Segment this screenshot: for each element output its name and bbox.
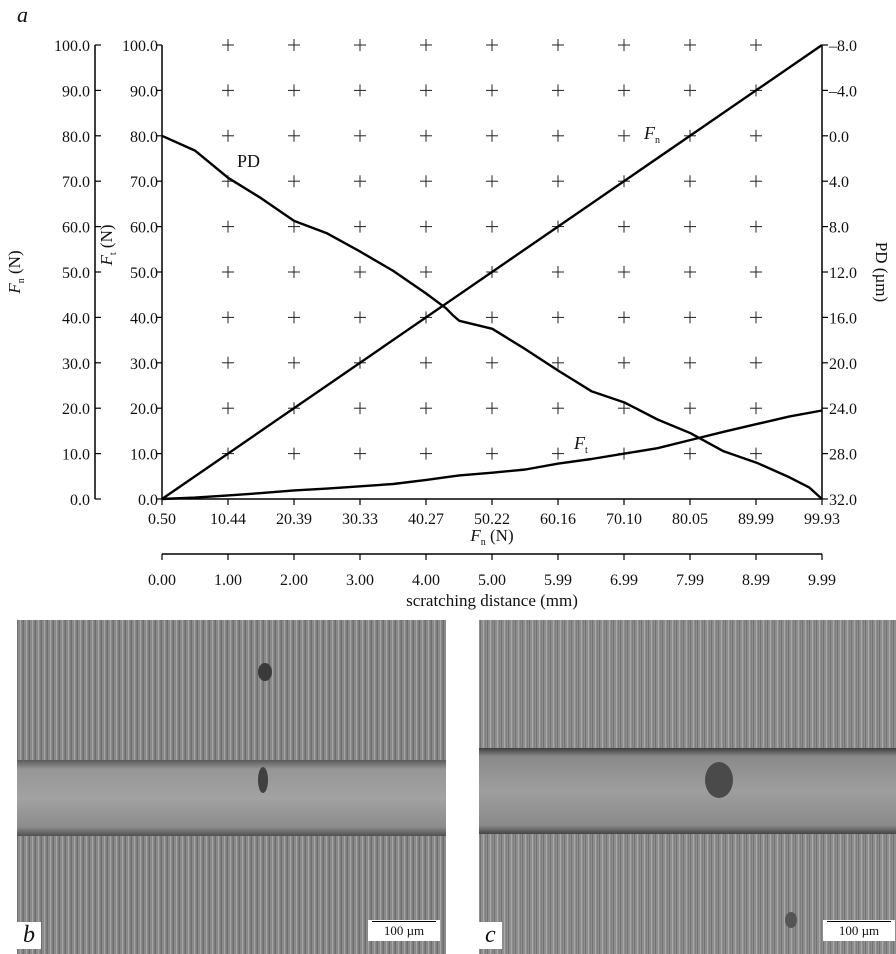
top-x-tick-label: 99.93 [804, 511, 840, 528]
right-axis-title: PD (µm) [872, 242, 891, 302]
scale-bar-line-c [827, 921, 891, 922]
inner-left-tick-label: 60.0 [130, 220, 158, 237]
outer-left-tick-label: 10.0 [62, 447, 90, 464]
top-x-tick-label: 50.22 [474, 511, 510, 528]
outer-left-tick-label: 50.0 [62, 265, 90, 282]
right-tick-label: 4.0 [829, 174, 849, 191]
right-tick-label: 12.0 [829, 265, 857, 282]
series-line-fn [161, 44, 823, 500]
bottom-x-tick-label: 2.00 [280, 572, 308, 589]
right-tick-label: 0.0 [829, 129, 849, 146]
right-tick-label: –4.0 [828, 83, 857, 100]
top-x-tick-label: 60.16 [540, 511, 576, 528]
outer-left-tick-label: 100.0 [54, 38, 90, 55]
right-tick-label: 16.0 [829, 310, 857, 327]
right-tick-label: –8.0 [828, 38, 857, 55]
top-x-tick-label: 0.50 [148, 511, 176, 528]
outer-left-tick-label: 40.0 [62, 310, 90, 327]
scratch-track-image-b [17, 620, 446, 954]
series-label-pd: PD [237, 151, 260, 171]
bottom-x-tick-label: 5.00 [478, 572, 506, 589]
micrograph-c [479, 620, 896, 954]
inner-left-tick-label: 30.0 [130, 356, 158, 373]
outer-left-tick-label: 0.0 [70, 492, 90, 509]
inner-left-tick-label: 40.0 [130, 310, 158, 327]
right-tick-label: 8.0 [829, 220, 849, 237]
top-x-tick-label: 10.44 [210, 511, 246, 528]
series-label-fn: Fn [643, 123, 660, 146]
series-line-pd [161, 134, 823, 500]
scale-bar-label-b: 100 µm [383, 923, 425, 938]
scale-bar-b: 100 µm [368, 920, 440, 941]
scale-bar-line-b [372, 921, 436, 922]
series-line-ft [161, 409, 823, 501]
panel-label-b: b [17, 922, 41, 949]
top-x-tick-label: 80.05 [672, 511, 708, 528]
series-label-ft: Ft [573, 433, 588, 456]
inner-left-tick-label: 100.0 [122, 38, 158, 55]
inner-left-tick-label: 20.0 [130, 401, 158, 418]
scratch-test-chart: a 100.0 100.0 –8.0 90.0 90.0 –4.0 80.0 80.0 0.0 70… [5, 2, 891, 610]
top-x-tick-label: 40.27 [408, 511, 444, 528]
inner-left-tick-label: 70.0 [130, 174, 158, 191]
bottom-x-tick-label: 6.99 [610, 572, 638, 589]
top-x-tick-label: 70.10 [606, 511, 642, 528]
outer-left-axis-title: Fn (N) [5, 250, 27, 294]
bottom-x-axis-title: scratching distance (mm) [406, 591, 578, 610]
inner-left-tick-label: 50.0 [130, 265, 158, 282]
top-x-tick-label: 89.99 [738, 511, 774, 528]
scale-bar-label-c: 100 µm [838, 923, 880, 938]
bottom-x-tick-label: 7.99 [676, 572, 704, 589]
outer-left-tick-label: 60.0 [62, 220, 90, 237]
inner-left-tick-label: 80.0 [130, 129, 158, 146]
outer-left-tick-label: 20.0 [62, 401, 90, 418]
outer-left-tick-label: 70.0 [62, 174, 90, 191]
top-x-axis-title: Fn (N) [469, 526, 513, 548]
bottom-x-tick-label: 0.00 [148, 572, 176, 589]
scale-bar-c: 100 µm [823, 920, 895, 941]
right-tick-label: 20.0 [829, 356, 857, 373]
inner-left-tick-label: 90.0 [130, 83, 158, 100]
right-tick-label: 32.0 [829, 492, 857, 509]
outer-left-tick-label: 30.0 [62, 356, 90, 373]
outer-left-tick-label: 80.0 [62, 129, 90, 146]
micrograph-b [17, 620, 446, 954]
bottom-x-tick-label: 1.00 [214, 572, 242, 589]
panel-label-c: c [479, 922, 502, 949]
right-tick-label: 28.0 [829, 447, 857, 464]
outer-left-tick-label: 90.0 [62, 83, 90, 100]
bottom-x-tick-label: 8.99 [742, 572, 770, 589]
top-x-tick-label: 30.33 [342, 511, 378, 528]
scratch-track-image-c [479, 620, 896, 954]
inner-left-tick-label: 0.0 [138, 492, 158, 509]
panel-label-a: a [17, 2, 28, 27]
right-tick-label: 24.0 [829, 401, 857, 418]
bottom-x-tick-label: 5.99 [544, 572, 572, 589]
bottom-x-tick-label: 3.00 [346, 572, 374, 589]
bottom-x-tick-label: 9.99 [808, 572, 836, 589]
inner-left-tick-label: 10.0 [130, 447, 158, 464]
top-x-tick-label: 20.39 [276, 511, 312, 528]
bottom-x-tick-label: 4.00 [412, 572, 440, 589]
inner-left-axis-title: Ft (N) [97, 224, 119, 266]
